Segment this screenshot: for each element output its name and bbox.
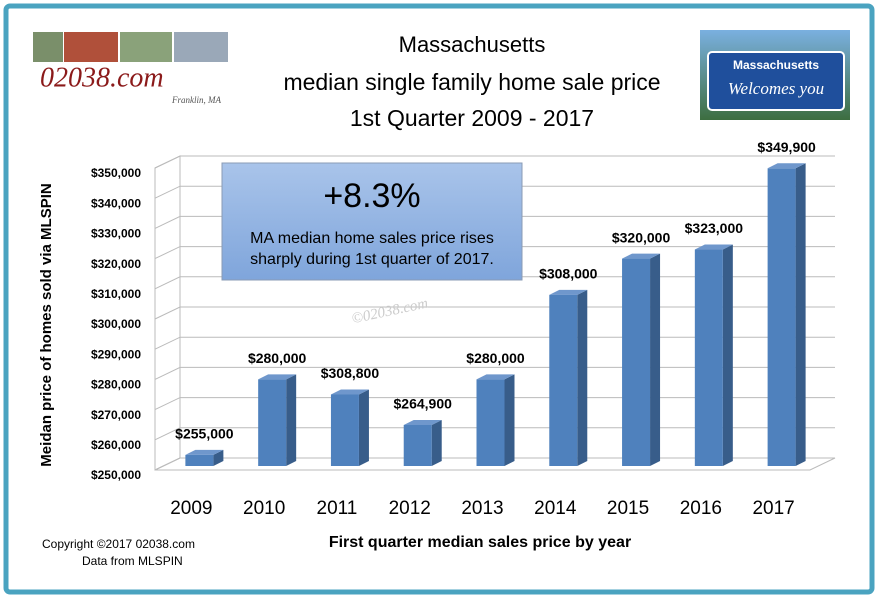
bar [549, 289, 588, 466]
bar-front [694, 249, 723, 466]
grid-line [154, 427, 835, 441]
photos [33, 32, 228, 62]
data-label: $264,900 [394, 396, 453, 412]
grid-line [154, 457, 835, 471]
data-label: $308,800 [321, 365, 380, 381]
x-tick-label: 2016 [680, 498, 722, 519]
y-tick-label: $310,000 [91, 287, 141, 301]
bar [694, 244, 733, 466]
y-tick-label: $270,000 [91, 408, 141, 422]
bar-side [358, 389, 369, 466]
data-label: $349,900 [757, 139, 816, 155]
bar [185, 449, 224, 466]
bar-front [258, 379, 287, 466]
bar-top [185, 449, 224, 455]
bar-front [767, 168, 796, 466]
y-tick-label: $320,000 [91, 257, 141, 271]
bar-front [622, 258, 651, 466]
bar-front [185, 454, 214, 466]
bar-top [258, 374, 297, 380]
bar-top [403, 420, 442, 426]
bar-front [476, 379, 505, 466]
data-label: $280,000 [248, 350, 307, 366]
bar-front [549, 294, 578, 466]
y-tick-label: $340,000 [91, 196, 141, 210]
x-axis-label: First quarter median sales price by year [329, 534, 631, 551]
plot: $250,000 $260,000 $270,000 $280,000 $290,000… [91, 139, 836, 519]
bar-side [286, 374, 297, 466]
bar [476, 374, 515, 466]
bar [622, 253, 661, 466]
x-tick-label: 2015 [607, 498, 649, 519]
data-label: $280,000 [466, 350, 525, 366]
bar-top [767, 163, 806, 169]
bar [403, 420, 442, 466]
grid-line [154, 306, 835, 320]
grid-line [154, 246, 835, 260]
bar-top [476, 374, 515, 380]
bar-front [403, 425, 432, 466]
x-tick-label: 2010 [243, 498, 285, 519]
data-label: $255,000 [175, 426, 234, 442]
y-tick-label: $280,000 [91, 378, 141, 392]
annotation-box [221, 162, 523, 281]
data-label: $320,000 [612, 229, 671, 245]
data-label: $323,000 [685, 220, 744, 236]
bar-side [795, 163, 806, 466]
annotation-text: sharply during 1st quarter of 2017. [250, 251, 494, 268]
annotation-text: MA median home sales price rises [250, 230, 494, 247]
bar [767, 163, 806, 466]
chart-title: 1st Quarter 2009 - 2017 [350, 105, 594, 131]
y-tick-label: $330,000 [91, 227, 141, 241]
grid-line [154, 155, 835, 169]
bar-top [549, 289, 588, 295]
bar-side [504, 374, 515, 466]
sign-text: Massachusetts [733, 58, 819, 72]
y-tick-label: $290,000 [91, 347, 141, 361]
y-tick-label: $350,000 [91, 166, 141, 180]
x-tick-label: 2013 [461, 498, 503, 519]
bar [258, 374, 297, 466]
bar-top [330, 389, 369, 395]
x-tick-label: 2011 [317, 498, 358, 519]
bar-side [577, 289, 588, 466]
annotation-headline: +8.3% [323, 177, 420, 215]
bar-front [330, 394, 359, 466]
bar-side [213, 449, 224, 466]
bar-top [622, 253, 661, 259]
bar-side [722, 244, 733, 466]
chart-title: Massachusetts [399, 32, 546, 57]
y-tick-label: $260,000 [91, 438, 141, 452]
footer: Data from MLSPIN [82, 554, 183, 568]
grid-line [154, 276, 835, 290]
y-tick-label: $300,000 [91, 317, 141, 331]
x-tick-label: 2009 [170, 498, 212, 519]
bar-top [694, 244, 733, 250]
x-tick-label: 2014 [534, 498, 577, 519]
bar-side [431, 420, 442, 466]
x-tick-label: 2012 [389, 498, 431, 519]
grid-line [154, 336, 835, 350]
bar [330, 389, 369, 466]
y-axis-label: Meidan price of homes sold via MLSPIN [38, 183, 55, 466]
bar-side [650, 253, 661, 466]
data-label: $308,000 [539, 266, 598, 282]
chart-title: median single family home sale price [283, 69, 660, 95]
grid-line [154, 366, 835, 380]
grid-line [154, 215, 835, 229]
sign-text: Welcomes you [728, 79, 824, 98]
grid-line [154, 185, 835, 199]
x-tick-label: 2017 [752, 498, 794, 519]
grid-line [154, 397, 835, 411]
y-tick-label: $250,000 [91, 468, 141, 482]
logo-town: Franklin, MA [171, 95, 221, 105]
logo: 02038.com [40, 62, 164, 93]
sign [707, 51, 845, 111]
footer: Copyright ©2017 02038.com [42, 537, 195, 551]
